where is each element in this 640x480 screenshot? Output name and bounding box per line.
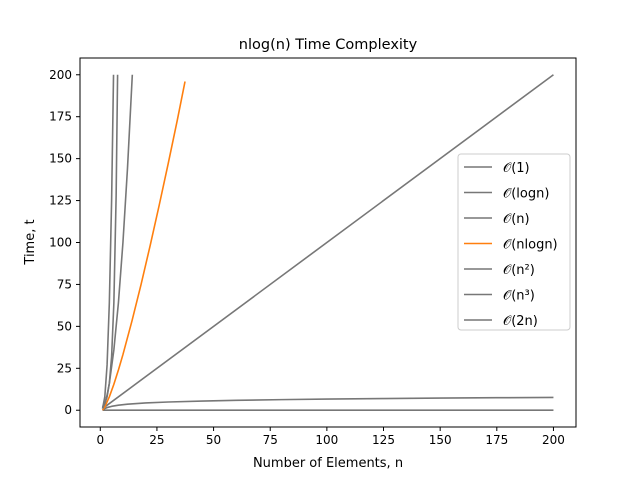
plot-lines (101, 74, 554, 412)
y-axis-label: Time, t (23, 219, 38, 265)
legend-label-4: 𝒪(n²) (503, 263, 535, 278)
y-tick-label: 175 (49, 110, 72, 124)
x-tick-label: 25 (149, 433, 164, 447)
chart-title: nlog(n) Time Complexity (239, 37, 418, 53)
y-tick-label: 25 (57, 361, 72, 375)
legend-label-0: 𝒪(1) (503, 161, 530, 176)
legend-label-1: 𝒪(logn) (503, 187, 549, 202)
legend: 𝒪(1) 𝒪(logn) 𝒪(n) 𝒪(nlogn) 𝒪(n²) 𝒪(n³) 𝒪(2n) (457, 153, 571, 331)
x-tick-label: 175 (485, 433, 508, 447)
x-tick-label: 0 (96, 433, 104, 447)
y-ticks: 0 25 50 75 100 125 150 175 200 (49, 68, 80, 417)
legend-label-5: 𝒪(n³) (503, 289, 535, 304)
y-tick-label: 200 (49, 68, 72, 82)
x-tick-label: 75 (263, 433, 278, 447)
x-tick-label: 200 (542, 433, 565, 447)
y-tick-label: 50 (57, 319, 72, 333)
series-line-2 (102, 74, 554, 410)
y-tick-label: 100 (49, 236, 72, 250)
legend-label-2: 𝒪(n) (503, 212, 530, 227)
legend-label-3: 𝒪(nlogn) (503, 238, 558, 253)
series-line-1 (102, 396, 554, 411)
x-tick-label: 150 (429, 433, 452, 447)
x-tick-label: 50 (206, 433, 221, 447)
y-tick-label: 125 (49, 194, 72, 208)
x-tick-label: 100 (315, 433, 338, 447)
legend-label-6: 𝒪(2n) (503, 314, 538, 329)
y-tick-label: 0 (64, 403, 72, 417)
legend-box (457, 153, 571, 331)
x-axis-label: Number of Elements, n (253, 456, 403, 471)
series-line-3 (101, 81, 186, 411)
series-line-5 (101, 74, 115, 409)
y-tick-label: 75 (57, 277, 72, 291)
x-ticks: 0 25 50 75 100 125 150 175 200 (96, 427, 565, 447)
x-tick-label: 125 (372, 433, 395, 447)
series-line-6 (101, 74, 119, 408)
y-tick-label: 150 (49, 152, 72, 166)
